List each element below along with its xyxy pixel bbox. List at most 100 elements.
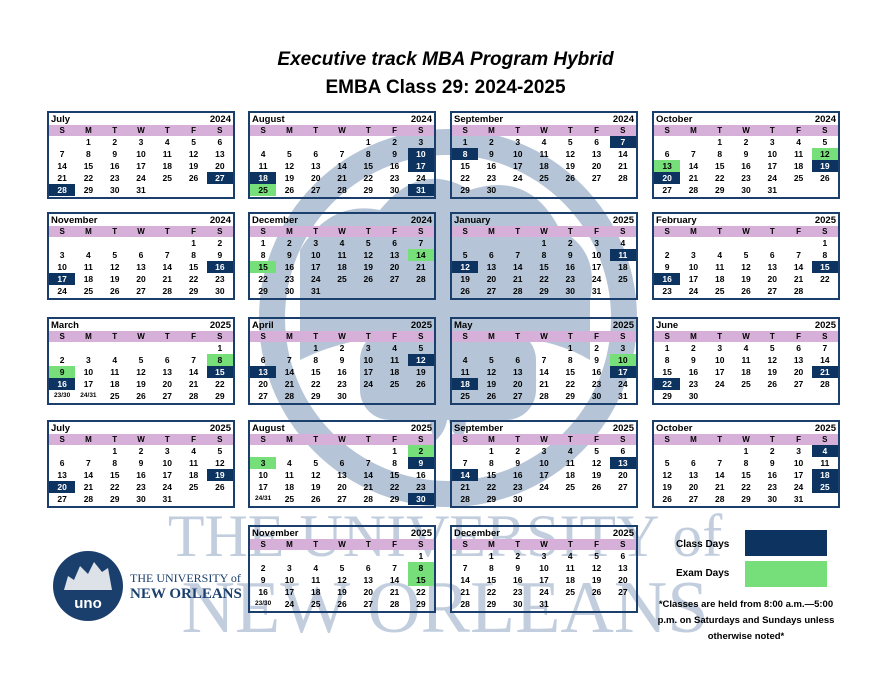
day-cell: 12	[767, 355, 778, 365]
day-cell: 31	[539, 599, 549, 609]
day-cell: 5	[418, 343, 424, 353]
day-cell: 11	[741, 355, 751, 365]
day-cell: 28	[284, 391, 295, 401]
day-cell: 12	[452, 261, 479, 273]
day-cell: 13	[363, 575, 374, 585]
day-cell: 15	[109, 470, 120, 480]
weekday-label: F	[796, 126, 801, 135]
day-cell: 25	[162, 173, 173, 183]
weekday-label: F	[796, 227, 801, 236]
day-cell: 10	[57, 262, 67, 272]
month-name: January	[454, 215, 491, 226]
weekday-label: W	[540, 435, 548, 444]
day-cell: 9	[138, 458, 144, 468]
weekday-label: T	[313, 435, 319, 444]
day-cell: 11	[258, 161, 268, 171]
day-cell: 7	[609, 136, 636, 148]
day-cell: 19	[337, 587, 347, 597]
day-cell: 21	[714, 482, 725, 492]
day-cell: 30	[284, 286, 295, 296]
empty-cell	[303, 136, 329, 148]
weekday-label: F	[392, 435, 397, 444]
day-cell: 8	[392, 458, 397, 468]
day-cell: 19	[486, 379, 497, 389]
day-cell: 15	[389, 470, 400, 480]
empty-cell	[654, 445, 680, 457]
day-cell: 2	[59, 355, 65, 365]
day-cell: 13	[512, 367, 523, 377]
weekday-label: M	[286, 435, 293, 444]
day-grid: 1 2 3 4 5 6 7 8 9 10 11 12 13 14 15 16 17 18 19 20 21 22 23 24 2…	[250, 136, 434, 196]
day-cell: 30	[767, 494, 778, 504]
month-year: 2025	[209, 423, 231, 434]
day-cell: 7	[287, 355, 292, 365]
weekday-label: T	[769, 332, 775, 341]
day-cell: 8	[365, 149, 371, 159]
day-cell: 19	[363, 262, 374, 272]
day-cell: 25	[460, 391, 470, 401]
day-cell: 20	[363, 587, 374, 597]
day-cell: 28	[162, 286, 173, 296]
day-cell: 9	[567, 250, 573, 260]
weekday-label: M	[488, 540, 495, 549]
day-cell: 2	[769, 446, 775, 456]
weekday-label: W	[742, 332, 750, 341]
day-grid: 1 2 3 4 5 6 7 8 9 10 11 12 13 14 15 16 17 18 19 20 21 22 23 24 2…	[452, 136, 636, 196]
month-year: 2024	[410, 215, 432, 226]
empty-cell	[680, 237, 706, 249]
day-cell: 19	[284, 173, 295, 183]
day-cell: 21	[460, 482, 470, 492]
weekday-label: M	[286, 540, 293, 549]
day-cell: 1	[489, 551, 494, 561]
weekday-label: F	[392, 126, 397, 135]
empty-cell	[276, 342, 302, 354]
day-cell: 7	[822, 343, 828, 353]
legend-class-label: Class Days	[676, 539, 730, 550]
day-cell: 26	[416, 379, 426, 389]
day-cell: 16	[49, 378, 76, 390]
month-calendar: May 2025 S M T W T F S 1 2 3 4 5 6 7 8 9 10 11 12 13 14 15 16 17 1…	[450, 317, 638, 405]
weekday-label: F	[191, 227, 196, 236]
empty-cell	[759, 237, 785, 249]
weekday-label: F	[594, 126, 599, 135]
day-cell: 9	[664, 262, 670, 272]
day-cell: 7	[541, 355, 547, 365]
day-cell: 5	[112, 250, 118, 260]
weekday-label: T	[313, 227, 319, 236]
month-name: August	[252, 423, 285, 434]
day-cell: 6	[769, 250, 775, 260]
day-cell: 10	[310, 250, 321, 260]
day-cell: 26	[136, 391, 146, 401]
day-cell: 12	[363, 250, 374, 260]
day-cell: 23	[767, 482, 778, 492]
day-cell: 7	[462, 563, 468, 573]
month-calendar: October 2024 S M T W T F S 1 2 3 4 5 6 7 8 9 10 11 12 13 14 15 1…	[652, 111, 840, 199]
day-cell: 4	[717, 250, 723, 260]
day-cell: 1	[392, 446, 397, 456]
day-cell: 28	[389, 599, 400, 609]
day-cell: 10	[162, 458, 173, 468]
day-cell: 23	[662, 286, 672, 296]
month-header: October 2024	[654, 113, 838, 125]
legend-class-swatch	[745, 530, 827, 556]
month-name: August	[252, 114, 285, 125]
day-cell: 3	[515, 137, 521, 147]
day-cell: 15	[662, 367, 672, 377]
day-cell: 2	[594, 343, 599, 353]
empty-cell	[478, 237, 504, 249]
month-name: October	[656, 114, 693, 125]
day-cell: 13	[618, 563, 628, 573]
day-cell: 23/30	[54, 392, 71, 399]
day-cell: 2	[112, 137, 118, 147]
day-cell: 27	[136, 286, 146, 296]
day-cell: 26	[109, 286, 120, 296]
day-cell: 29	[486, 494, 497, 504]
day-cell: 24	[57, 286, 67, 296]
empty-cell	[49, 445, 75, 457]
day-cell: 17	[591, 262, 602, 272]
day-cell: 18	[284, 482, 295, 492]
day-cell: 29	[460, 185, 470, 195]
